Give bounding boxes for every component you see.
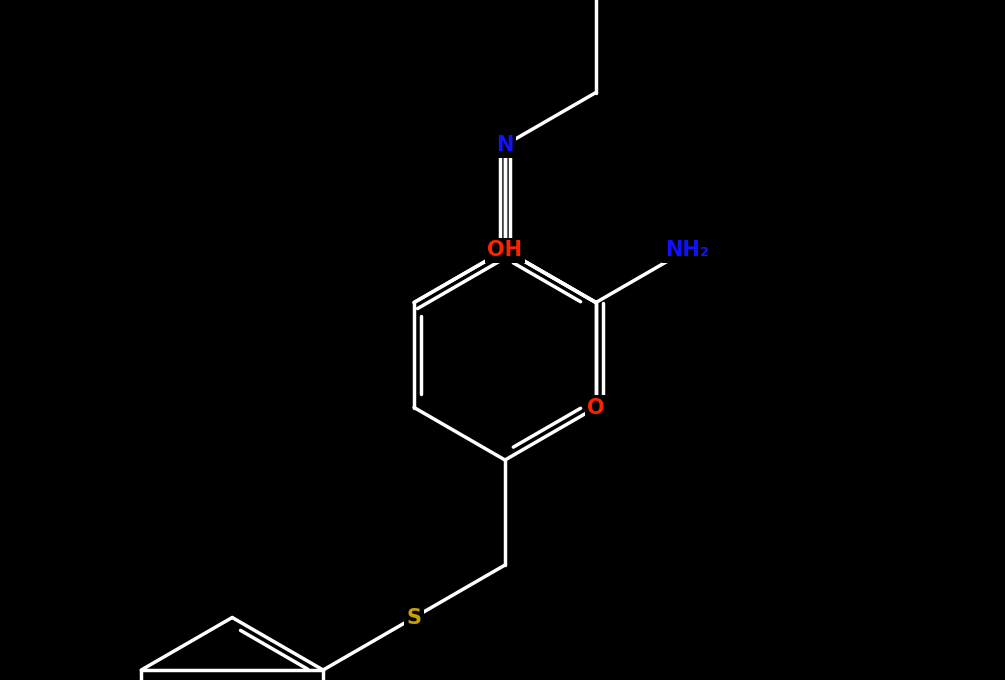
Text: N: N [496,135,514,155]
Text: O: O [496,135,514,155]
Text: OH: OH [487,240,523,260]
Text: NH₂: NH₂ [665,240,709,260]
Text: O: O [587,398,605,418]
Text: S: S [407,607,421,628]
